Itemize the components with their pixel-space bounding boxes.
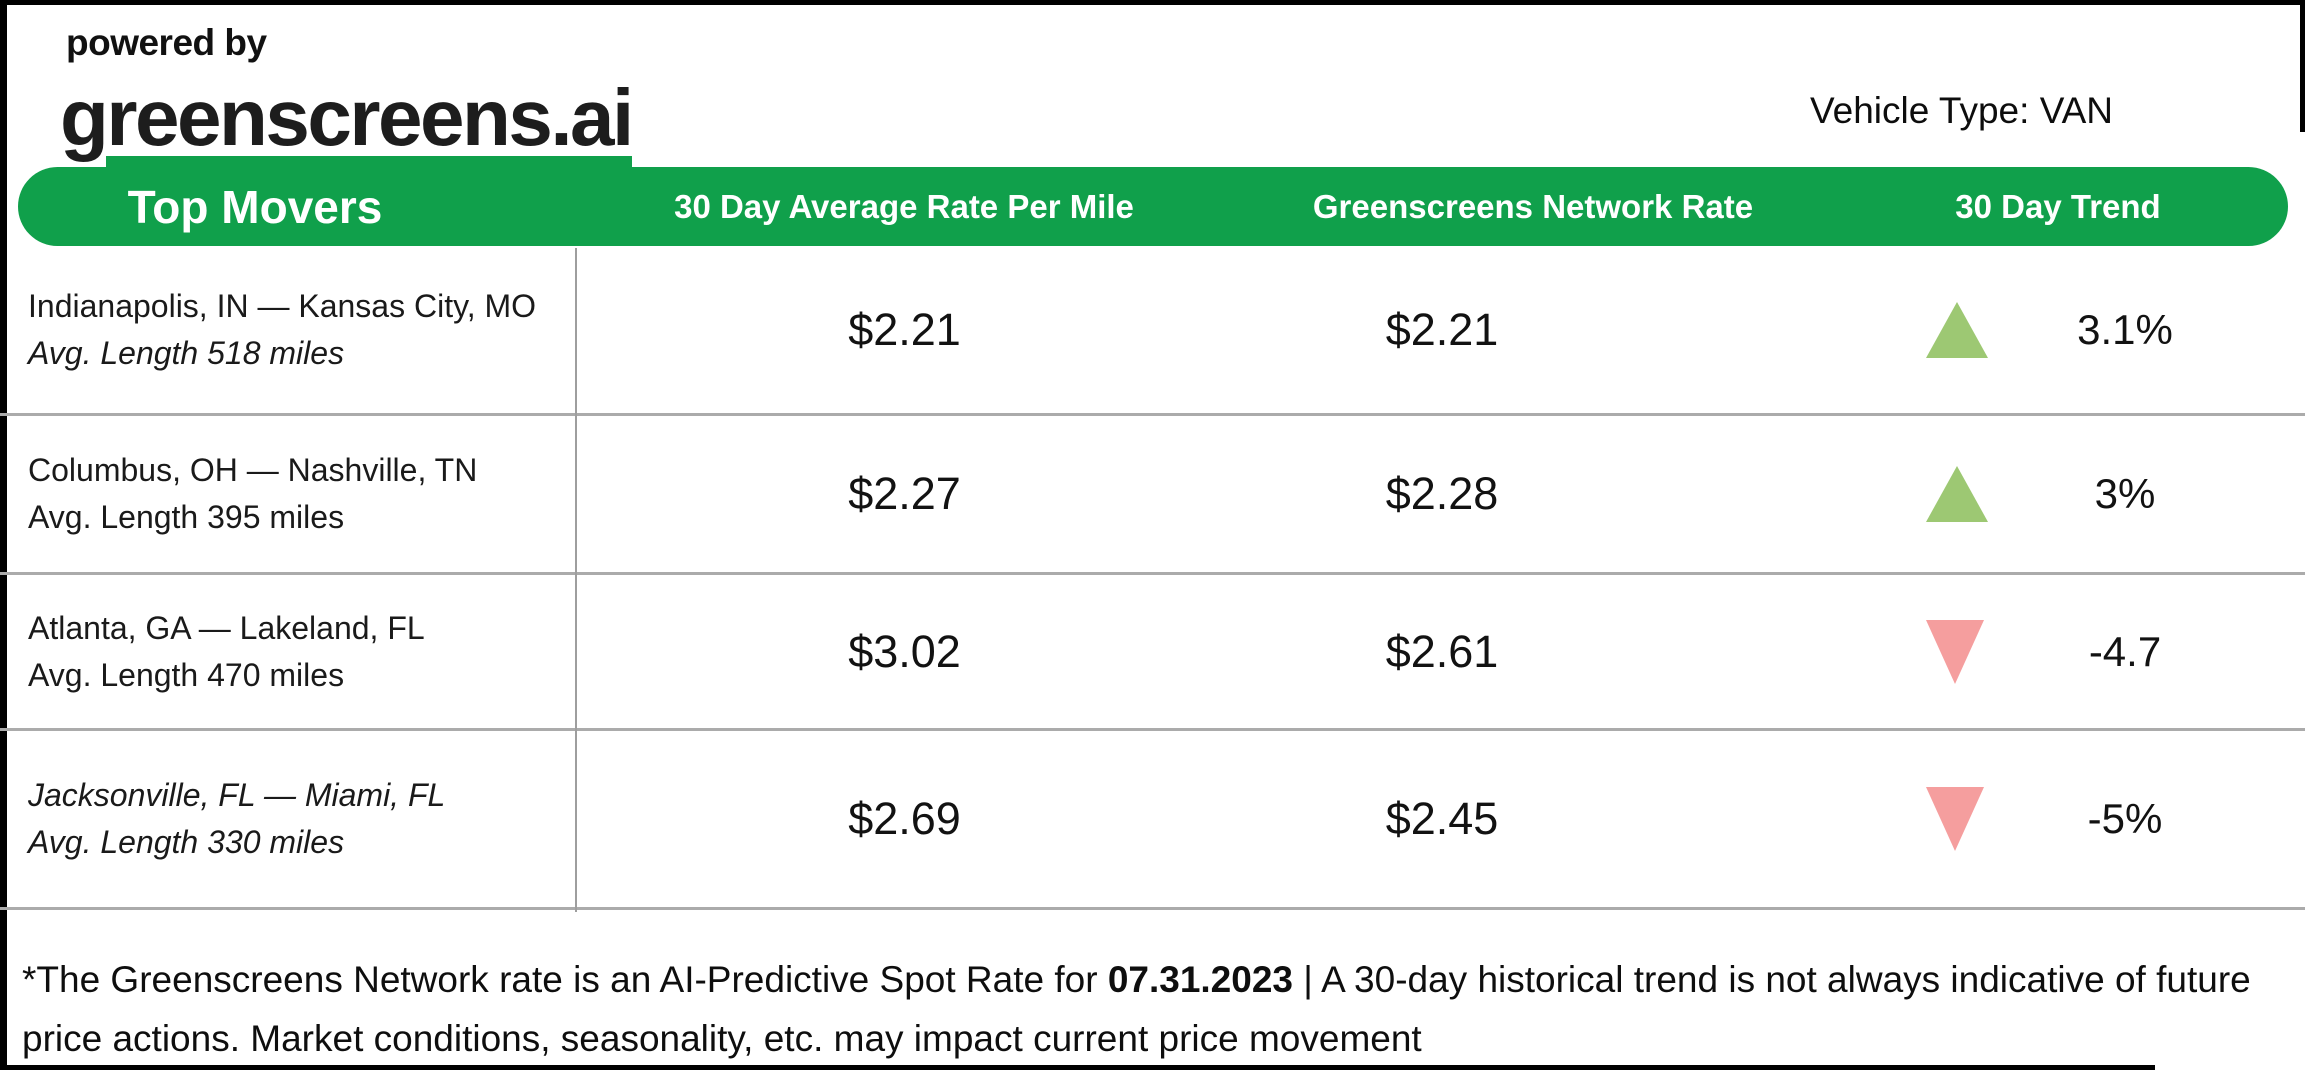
disclaimer-pre: *The Greenscreens Network rate is an AI-… [22,959,1108,1000]
disclaimer-text: *The Greenscreens Network rate is an AI-… [22,950,2290,1068]
lane-name: Indianapolis, IN — Kansas City, MO [28,287,537,324]
trend-percentage: 3% [2094,470,2156,517]
lane-avg-length: Avg. Length 470 miles [28,656,345,693]
lane-name: Jacksonville, FL — Miami, FL [28,777,446,813]
lane-name: Atlanta, GA — Lakeland, FL [28,609,425,646]
table-header-bar: Top Movers 30 Day Average Rate Per Mile … [18,167,2288,246]
lane-cell: Indianapolis, IN — Kansas City, MO Avg. … [28,283,568,377]
avg-rate-value: $2.21 [848,303,961,355]
lane-avg-length: Avg. Length 330 miles [28,824,345,860]
header-30day-trend: 30 Day Trend [1955,187,2161,225]
table-body: Indianapolis, IN — Kansas City, MO Avg. … [0,246,2305,910]
avg-rate-value: $2.27 [848,468,961,519]
lane-avg-length: Avg. Length 518 miles [28,334,345,371]
lane-name: Columbus, OH — Nashville, TN [28,452,478,488]
network-rate-value: $2.21 [1385,303,1499,355]
greenscreens-logo: greenscreens.ai [60,73,634,162]
frame-border-bottom [0,1065,2155,1070]
column-divider-line [575,248,577,912]
trend-up-icon [1926,466,1988,522]
table-row: Indianapolis, IN — Kansas City, MO Avg. … [0,246,2305,416]
lane-cell: Atlanta, GA — Lakeland, FL Avg. Length 4… [28,605,568,699]
table-row: Jacksonville, FL — Miami, FL Avg. Length… [0,731,2305,910]
trend-percentage: -5% [2087,795,2163,842]
trend-up-icon [1926,301,1988,358]
disclaimer-post: | A 30-day historical trend is not alway… [22,959,2251,1059]
frame-border-top [0,0,2305,5]
lane-cell: Jacksonville, FL — Miami, FL Avg. Length… [28,772,568,866]
trend-percentage: 3.1% [2077,305,2173,353]
powered-by-label: powered by [66,22,267,63]
lane-avg-length: Avg. Length 395 miles [28,499,345,535]
header-30day-avg-rate: 30 Day Average Rate Per Mile [674,187,1134,225]
lane-cell: Columbus, OH — Nashville, TN Avg. Length… [28,447,568,541]
logo-underline [106,156,632,168]
frame-border-right [2300,0,2305,132]
frame-border-left [0,0,7,1070]
trend-down-icon [1926,619,1984,684]
network-rate-value: $2.28 [1385,468,1499,519]
header-network-rate: Greenscreens Network Rate [1312,187,1754,225]
network-rate-value: $2.45 [1385,793,1499,844]
disclaimer-date: 07.31.2023 [1107,959,1293,1000]
network-rate-value: $2.61 [1385,625,1499,677]
trend-down-icon [1926,787,1984,851]
trend-percentage: -4.7 [2088,627,2162,675]
avg-rate-value: $2.69 [848,793,961,844]
table-row: Columbus, OH — Nashville, TN Avg. Length… [0,416,2305,575]
vehicle-type-label: Vehicle Type: VAN [1810,90,2114,131]
avg-rate-value: $3.02 [848,625,961,677]
header-top-movers: Top Movers [127,180,383,233]
table-row: Atlanta, GA — Lakeland, FL Avg. Length 4… [0,575,2305,731]
